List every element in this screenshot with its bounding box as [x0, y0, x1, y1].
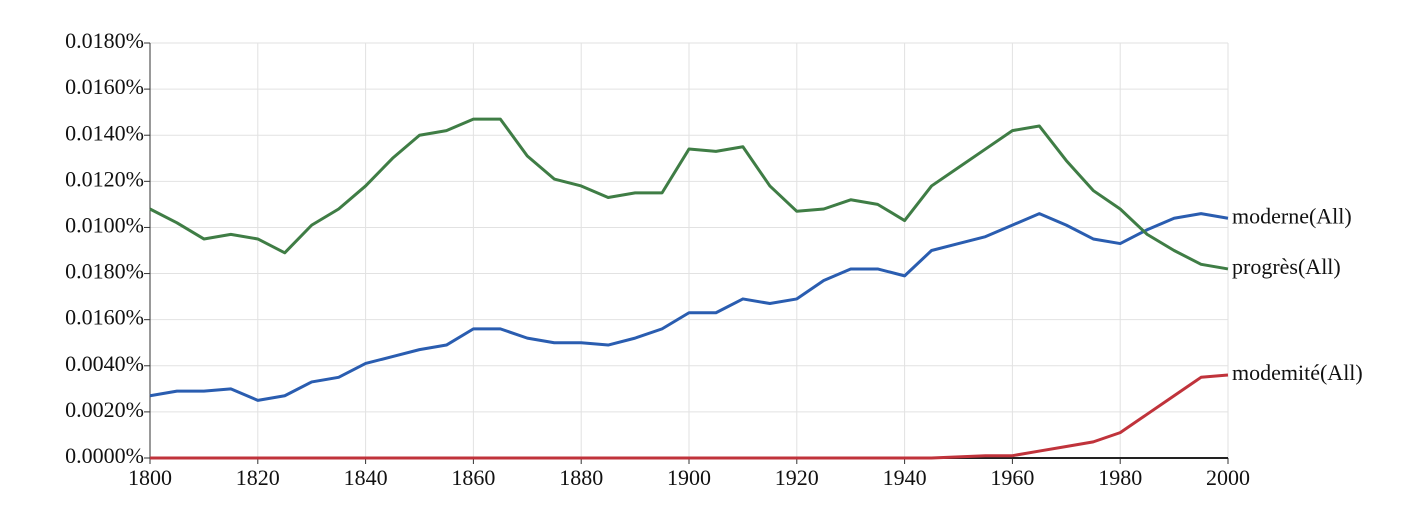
y-tick-label: 0.0020% — [65, 397, 144, 422]
series-line — [150, 373, 1229, 460]
y-tick-label: 0.0160% — [65, 74, 144, 99]
series-line — [149, 117, 1229, 271]
y-tick-label: 0.0040% — [65, 351, 144, 376]
y-tick-label: 0.0100% — [65, 212, 144, 237]
x-tick-label: 1880 — [559, 465, 603, 490]
x-tick-label: 1940 — [883, 465, 927, 490]
y-tick-label: 0.0000% — [65, 443, 144, 468]
y-tick-label: 0.0140% — [65, 120, 144, 145]
x-tick-label: 2000 — [1206, 465, 1250, 490]
x-tick-label: 1900 — [667, 465, 711, 490]
x-tick-label: 1860 — [451, 465, 495, 490]
x-tick-label: 1800 — [128, 465, 172, 490]
x-tick-label: 1960 — [990, 465, 1034, 490]
y-tick-label: 0.0180% — [65, 28, 144, 53]
series-label: progrès(All) — [1232, 254, 1341, 279]
x-tick-label: 1820 — [236, 465, 280, 490]
series-line — [149, 212, 1229, 402]
y-tick-label: 0.0180% — [65, 259, 144, 284]
x-tick-label: 1920 — [775, 465, 819, 490]
y-tick-label: 0.0160% — [65, 305, 144, 330]
series-label: modemité(All) — [1232, 360, 1363, 385]
x-tick-label: 1840 — [344, 465, 388, 490]
series-label: moderne(All) — [1232, 203, 1352, 228]
y-tick-label: 0.0120% — [65, 166, 144, 191]
x-tick-label: 1980 — [1098, 465, 1142, 490]
